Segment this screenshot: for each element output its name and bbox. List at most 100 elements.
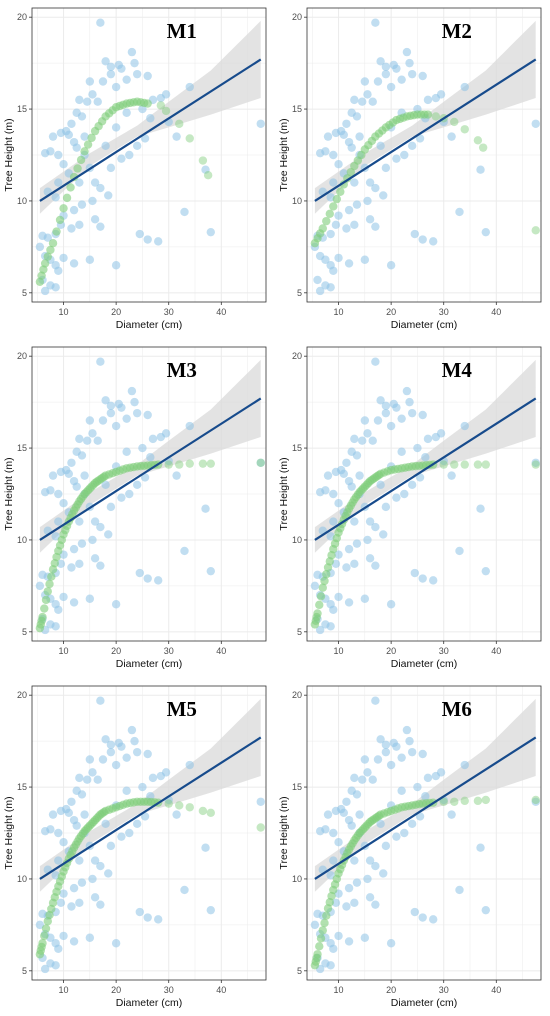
observed-point [371,696,380,705]
observed-point [344,259,354,268]
observed-point [392,64,401,73]
fitted-point [481,460,490,469]
observed-point [371,522,380,532]
observed-point [418,410,427,420]
fitted-point [346,167,356,177]
observed-point [54,944,63,953]
fitted-point [473,796,483,806]
observed-point [127,47,137,57]
observed-point [342,458,351,467]
observed-point [407,819,417,829]
x-tick-label: 30 [164,307,174,317]
observed-point [161,90,171,99]
observed-point [143,71,152,81]
observed-point [334,159,343,169]
observed-point [350,856,359,865]
observed-point [365,856,375,865]
fitted-point [41,595,51,605]
observed-point [350,220,359,230]
observed-point [75,856,84,865]
observed-point [96,357,105,366]
observed-point [315,286,325,296]
observed-point [360,77,370,86]
observed-point [51,193,60,202]
fitted-point [423,110,433,119]
fitted-point [143,99,152,108]
observed-point [67,902,76,911]
observed-point [350,773,359,783]
fitted-point [185,803,194,812]
y-tick-label: 15 [292,782,302,792]
observed-point [96,183,105,193]
observed-point [447,471,456,480]
fitted-point [45,579,54,589]
observed-point [180,885,189,895]
panel-m1: 10 20 30 40 5 10 15 20 Diameter (cm) Tree Height … [0,0,275,338]
observed-point [127,725,137,735]
y-tick-label: 5 [297,627,302,637]
fitted-point [43,252,52,261]
observed-point [313,909,322,919]
observed-point [154,915,163,924]
observed-point [122,75,131,84]
observed-point [125,828,134,838]
observed-point [344,937,354,946]
observed-point [407,480,417,490]
fitted-point [38,939,47,948]
fitted-points [35,458,265,633]
fitted-point [481,795,490,805]
observed-point [358,436,367,445]
y-tick-label: 20 [17,690,27,700]
observed-point [122,786,131,795]
observed-point [206,905,215,915]
observed-point [75,773,84,783]
y-axis-label: Tree Height (m) [3,457,15,530]
observed-point [400,150,409,160]
fitted-point [315,600,324,610]
observed-point [386,421,396,431]
observed-point [368,436,377,445]
observed-point [476,165,485,174]
fitted-point [40,259,50,268]
x-tick-label: 10 [59,307,69,317]
observed-point [67,797,76,806]
observed-point [386,600,396,609]
observed-point [51,622,60,631]
observed-point [342,119,351,128]
observed-point [88,429,97,438]
observed-point [347,143,356,152]
observed-point [111,600,121,609]
regression-line [39,736,262,880]
observed-point [122,753,131,762]
y-axis-label: Tree Height (m) [3,796,15,869]
x-tick-label: 20 [111,985,121,995]
x-axis-label: Diameter (cm) [116,997,183,1009]
observed-point [334,931,343,941]
observed-point [413,443,422,453]
observed-point [326,622,335,631]
observed-point [75,559,84,569]
observed-point [35,581,45,591]
observed-point [67,224,76,233]
observed-point [352,200,362,209]
y-axis-label: Tree Height (m) [278,118,290,191]
observed-point [360,416,370,425]
regression-line [314,397,537,541]
observed-point [56,898,66,908]
y-tick-label: 10 [17,874,27,884]
observed-point [344,544,354,554]
observed-point [344,883,354,893]
observed-point [350,559,359,569]
observed-point [93,436,102,445]
observed-point [423,773,433,783]
observed-point [104,869,113,878]
observed-point [59,592,68,602]
observed-point [59,498,68,508]
observed-point [397,447,406,456]
observed-point [98,77,108,86]
observed-point [35,242,45,252]
x-tick-label: 10 [334,646,344,656]
observed-point [476,504,485,513]
observed-point [101,141,110,151]
observed-point [400,828,409,838]
